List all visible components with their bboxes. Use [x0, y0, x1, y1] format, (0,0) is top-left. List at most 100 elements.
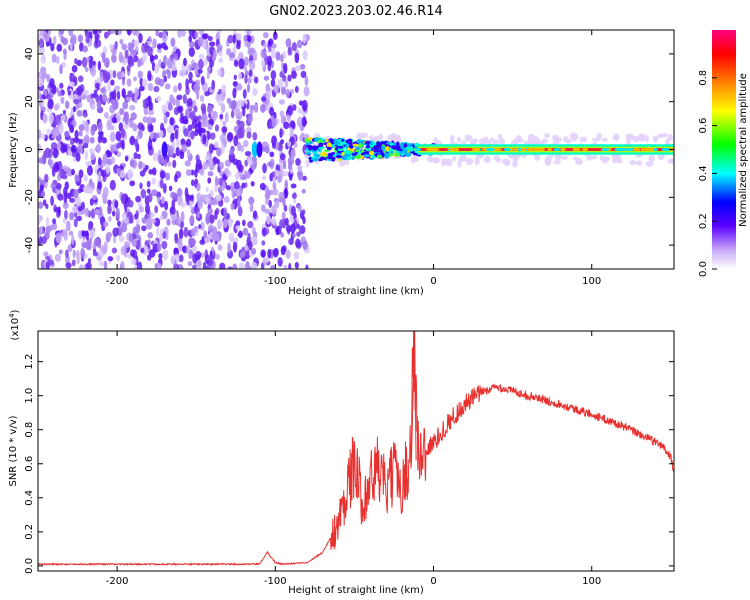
- spectrogram-cell: [62, 109, 67, 115]
- spectrogram-cell: [83, 89, 89, 96]
- spectrogram-cell: [188, 41, 195, 48]
- spectrogram-cell: [239, 250, 246, 258]
- spectrogram-cell: [70, 33, 77, 45]
- spectrogram-cell: [300, 70, 307, 79]
- spectrogram-cell: [78, 124, 85, 132]
- spectrogram-cell: [76, 249, 80, 259]
- spectrogram-halo: [667, 133, 673, 141]
- spectrogram-cell: [356, 139, 363, 144]
- spectrogram-cell: [129, 135, 136, 146]
- spectrogram-cell: [404, 152, 412, 157]
- spectrogram-cell: [119, 107, 125, 116]
- spectrogram-cell: [369, 150, 375, 156]
- spectrogram-cell: [308, 156, 312, 160]
- spectrogram-cell: [235, 171, 240, 181]
- spectrogram-y-tick-label: -40: [24, 237, 35, 253]
- spectrogram-cell: [492, 148, 502, 151]
- spectrogram-cell: [182, 245, 187, 253]
- spectrogram-cell: [315, 153, 320, 158]
- spectrogram-cell: [198, 58, 204, 70]
- spectrogram-cell: [102, 69, 108, 78]
- spectrogram-cell: [195, 250, 202, 259]
- spectrogram-cell: [82, 142, 89, 149]
- spectrogram-cell: [80, 247, 86, 259]
- spectrogram-cell: [188, 78, 193, 84]
- spectrogram-cell: [238, 262, 245, 269]
- spectrogram-cell: [93, 237, 100, 247]
- spectrogram-cell: [341, 138, 345, 143]
- spectrogram-cell: [285, 38, 292, 48]
- spectrogram-cell: [214, 209, 218, 221]
- spectrogram-cell: [207, 171, 214, 177]
- spectrogram-cell: [72, 137, 80, 143]
- spectrogram-cell: [127, 90, 133, 98]
- spectrogram-cell: [341, 151, 345, 156]
- spectrogram-cell: [242, 107, 246, 117]
- spectrogram-cell: [245, 265, 252, 269]
- spectrogram-cell: [41, 236, 47, 245]
- spectrogram-cell: [209, 214, 215, 224]
- spectrogram-cell: [212, 156, 218, 165]
- spectrogram-cell: [526, 148, 535, 151]
- spectrogram-cell: [376, 149, 381, 153]
- spectrogram-cell: [232, 34, 236, 44]
- snr-y-tick-label: 0.0: [24, 558, 35, 574]
- spectrogram-cell: [109, 44, 114, 50]
- spectrogram-cell: [44, 173, 49, 183]
- spectrogram-cell: [86, 94, 91, 103]
- spectrogram-cell: [213, 141, 219, 149]
- spectrogram-halo: [582, 136, 587, 143]
- spectrogram-cell: [238, 230, 244, 239]
- spectrogram-cell: [42, 113, 48, 124]
- spectrogram-cell: [88, 224, 92, 231]
- spectrogram-cell: [290, 121, 296, 129]
- spectrogram-cell: [228, 217, 233, 229]
- spectrogram-cell: [146, 116, 153, 125]
- spectrogram-cell: [103, 260, 108, 269]
- spectrogram-cell: [114, 40, 118, 50]
- spectrogram-cell: [88, 187, 94, 195]
- spectrogram-cell: [39, 41, 44, 47]
- spectrogram-halo: [458, 155, 464, 163]
- spectrogram-cell: [190, 179, 195, 187]
- spectrogram-cell: [205, 265, 211, 269]
- spectrogram-cell: [247, 232, 251, 244]
- spectrogram-cell: [233, 59, 239, 67]
- spectrogram-cell: [204, 254, 210, 264]
- spectrogram-cell: [122, 43, 127, 51]
- spectrogram-cell: [230, 202, 235, 211]
- spectrogram-cell: [124, 155, 129, 162]
- spectrogram-cell: [135, 210, 139, 218]
- spectrogram-cell: [192, 62, 198, 68]
- spectrogram-cell: [352, 143, 359, 147]
- spectrogram-cell: [232, 87, 237, 99]
- spectrogram-cell: [154, 205, 159, 214]
- spectrogram-cell: [73, 98, 80, 105]
- spectrogram-halo: [534, 154, 541, 161]
- spectrogram-cell: [207, 224, 215, 234]
- spectrogram-cell: [233, 181, 240, 190]
- spectrogram-cell: [345, 143, 349, 149]
- spectrogram-cell: [396, 141, 400, 147]
- spectrogram-cell: [98, 131, 104, 141]
- spectrogram-cell: [120, 193, 126, 205]
- spectrogram-cell: [186, 97, 193, 107]
- spectrogram-x-tick-label: -200: [106, 276, 129, 287]
- spectrogram-cell: [154, 77, 161, 86]
- spectrogram-cell: [77, 75, 84, 83]
- spectrogram-cell: [326, 142, 333, 148]
- spectrogram-cell: [111, 247, 118, 254]
- spectrogram-cell: [196, 192, 202, 202]
- spectrogram-cell: [202, 134, 207, 145]
- spectrogram-cell: [126, 64, 131, 72]
- spectrogram-cell: [69, 124, 75, 133]
- spectrogram-cell: [219, 161, 224, 170]
- spectrogram-cell: [244, 150, 252, 157]
- spectrogram-cell: [121, 139, 125, 151]
- spectrogram-cell: [270, 70, 277, 80]
- spectrogram-cell: [211, 79, 216, 90]
- spectrogram-cell: [38, 88, 41, 100]
- spectrogram-cell: [122, 101, 129, 110]
- spectrogram-cell: [221, 126, 228, 133]
- spectrogram-cell: [293, 251, 300, 260]
